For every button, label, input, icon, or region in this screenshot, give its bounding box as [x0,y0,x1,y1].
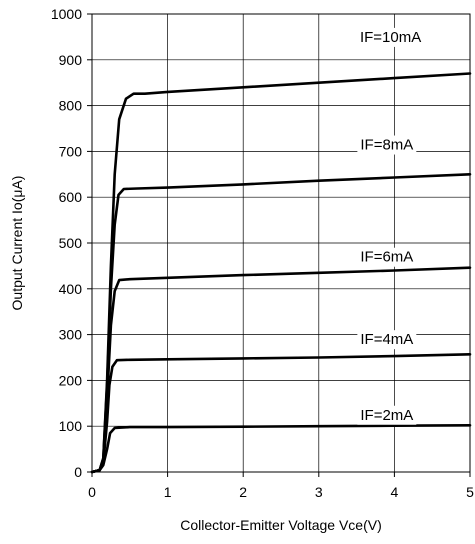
x-tick-label: 0 [88,484,96,500]
x-tick-label: 3 [315,484,323,500]
gridlines [92,14,470,472]
x-axis-label: Collector-Emitter Voltage Vce(V) [180,517,382,533]
series-label-background [356,27,425,47]
y-tick-label: 800 [59,98,83,114]
y-tick-label: 700 [59,143,83,159]
series-line [90,72,472,474]
x-tick-label: 2 [239,484,247,500]
series-label-background [357,330,417,350]
y-axis-label: Output Current Io(μA) [9,176,25,311]
series-label: IF=2mA [360,407,413,424]
y-tick-label: 600 [59,189,83,205]
series-label-background [357,135,417,155]
y-tick-label: 200 [59,372,83,388]
series-label-background [357,405,417,425]
y-tick-label: 100 [59,418,83,434]
series-line [90,266,472,474]
y-tick-label: 500 [59,235,83,251]
series-label: IF=4mA [360,331,413,348]
series-lines [90,72,472,474]
y-tick-label: 0 [74,464,82,480]
y-ticks: 0 100 200 300 400 500 600 700 800 900 1000 [51,6,92,480]
series-label: IF=8mA [360,137,413,154]
y-tick-label: 300 [59,327,83,343]
y-tick-label: 400 [59,281,83,297]
x-tick-label: 4 [391,484,399,500]
series-label: IF=10mA [360,29,421,46]
y-tick-label: 900 [59,52,83,68]
x-tick-label: 5 [466,484,474,500]
series-labels: IF=2mA IF=4mA IF=6mA IF=8mA IF=10mA [356,27,425,425]
series-label: IF=6mA [360,249,413,266]
series-label-background [357,247,417,267]
series-line [90,424,472,474]
y-tick-label: 1000 [51,6,82,22]
x-tick-label: 1 [164,484,172,500]
x-ticks: 0 1 2 3 4 5 [88,472,474,500]
